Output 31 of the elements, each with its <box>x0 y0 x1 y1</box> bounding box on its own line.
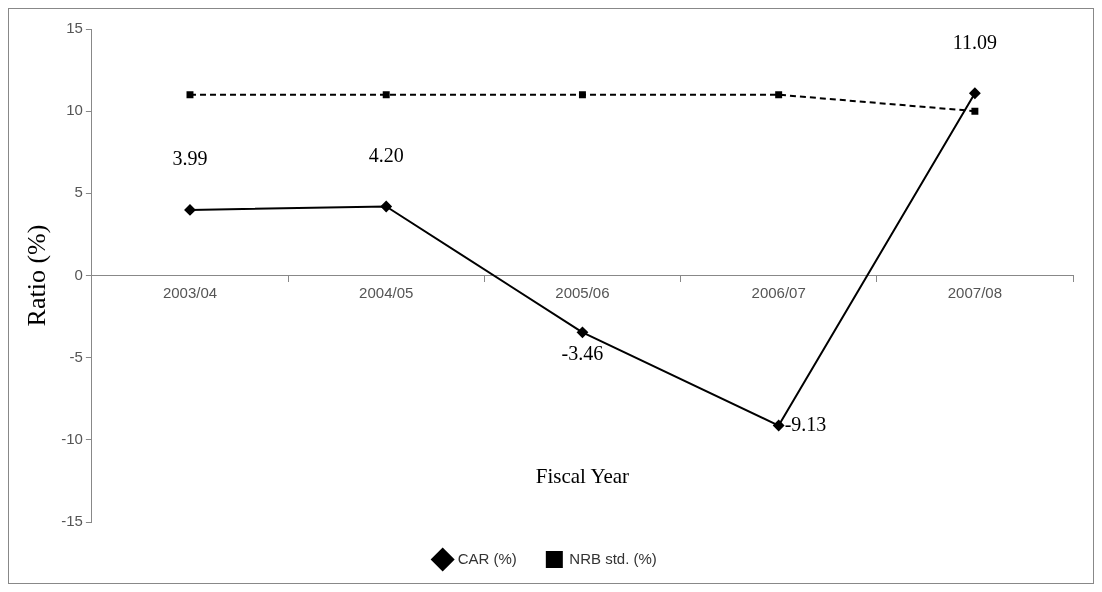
point <box>184 204 196 216</box>
x-axis-title: Fiscal Year <box>535 464 630 489</box>
legend-label: NRB std. (%) <box>569 549 657 567</box>
point <box>382 91 390 99</box>
legend-label: CAR (%) <box>457 549 517 567</box>
y-tick-label: -15 <box>61 512 83 530</box>
point <box>969 87 981 99</box>
data-label: 3.99 <box>172 147 208 170</box>
data-label: 4.20 <box>368 143 404 166</box>
point <box>576 326 588 338</box>
y-axis-title: Ratio (%) <box>22 224 52 327</box>
point <box>578 91 586 99</box>
data-label: 11.09 <box>952 30 998 53</box>
y-tick-label: 5 <box>74 183 83 201</box>
x-tick-label: 2005/06 <box>555 283 610 301</box>
y-tick-label: 15 <box>66 19 83 37</box>
data-label: -3.46 <box>561 341 604 364</box>
point <box>380 200 392 212</box>
y-tick-label: 10 <box>66 101 83 119</box>
x-tick-label: 2004/05 <box>359 283 414 301</box>
x-tick-label: 2003/04 <box>162 283 218 301</box>
x-tick-label: 2007/08 <box>947 283 1003 301</box>
point <box>971 107 979 115</box>
y-tick-label: 0 <box>74 265 83 283</box>
y-tick-label: -5 <box>69 347 83 365</box>
point <box>775 91 783 99</box>
x-tick-label: 2006/07 <box>751 283 806 301</box>
y-tick-label: -10 <box>61 429 83 447</box>
point <box>186 91 194 99</box>
data-label: -9.13 <box>784 412 827 435</box>
point <box>773 420 785 432</box>
